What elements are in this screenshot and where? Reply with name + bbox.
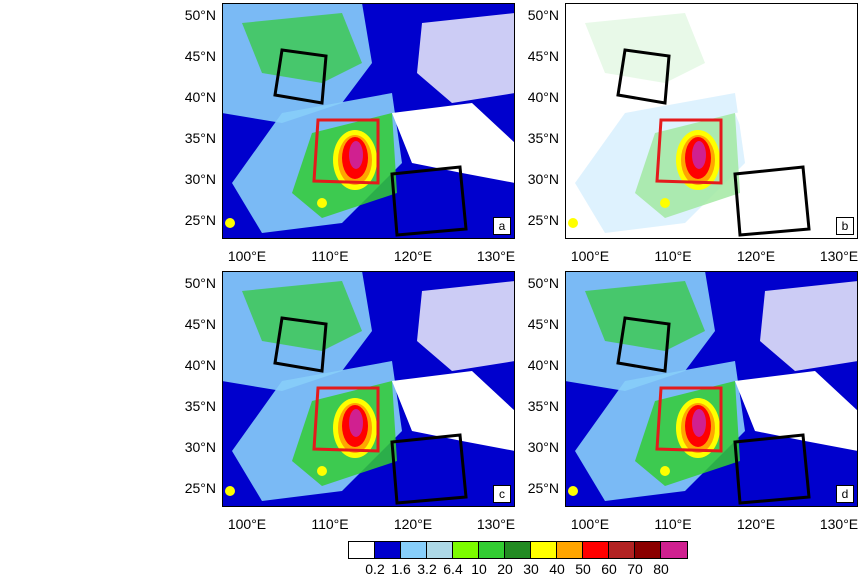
colorbar-cell bbox=[557, 542, 583, 558]
precip-spot bbox=[568, 218, 578, 228]
lon-tick-label: 100°E bbox=[560, 248, 620, 264]
lat-tick-label: 25°N bbox=[509, 480, 559, 496]
precip-map-d bbox=[565, 271, 858, 507]
lat-tick-label: 50°N bbox=[509, 7, 559, 23]
precip-spot bbox=[660, 466, 670, 476]
lon-tick-label: 130°E bbox=[809, 516, 862, 532]
precip-spot bbox=[225, 218, 235, 228]
lon-tick-label: 130°E bbox=[809, 248, 862, 264]
lat-tick-label: 30°N bbox=[166, 439, 216, 455]
lat-tick-label: 45°N bbox=[166, 316, 216, 332]
lat-tick-label: 50°N bbox=[166, 275, 216, 291]
lon-tick-label: 120°E bbox=[726, 516, 786, 532]
map-panel-b: b bbox=[565, 3, 858, 239]
precip-spot bbox=[660, 198, 670, 208]
colorbar-cell bbox=[479, 542, 505, 558]
map-panel-c: c bbox=[222, 271, 515, 507]
lat-tick-label: 30°N bbox=[509, 439, 559, 455]
precip-core-magenta bbox=[349, 409, 363, 437]
colorbar-cell bbox=[505, 542, 531, 558]
lat-tick-label: 25°N bbox=[509, 212, 559, 228]
precip-core-magenta bbox=[692, 141, 706, 169]
panel-label: d bbox=[836, 485, 854, 503]
colorbar-cell bbox=[427, 542, 453, 558]
lat-tick-label: 40°N bbox=[166, 89, 216, 105]
lat-tick-label: 25°N bbox=[166, 480, 216, 496]
lat-tick-label: 30°N bbox=[166, 171, 216, 187]
colorbar-cell bbox=[661, 542, 687, 558]
colorbar-cell bbox=[453, 542, 479, 558]
precip-core-magenta bbox=[349, 141, 363, 169]
lon-tick-label: 120°E bbox=[726, 248, 786, 264]
lon-tick-label: 130°E bbox=[466, 248, 526, 264]
colorbar-cell bbox=[583, 542, 609, 558]
lon-tick-label: 110°E bbox=[643, 248, 703, 264]
map-panel-d: d bbox=[565, 271, 858, 507]
colorbar-label: 80 bbox=[646, 561, 676, 577]
colorbar-cell bbox=[375, 542, 401, 558]
precip-map-b bbox=[565, 3, 858, 239]
lat-tick-label: 45°N bbox=[166, 48, 216, 64]
colorbar bbox=[348, 541, 688, 559]
lat-tick-label: 40°N bbox=[509, 89, 559, 105]
lon-tick-label: 100°E bbox=[217, 248, 277, 264]
lat-tick-label: 40°N bbox=[509, 357, 559, 373]
lat-tick-label: 35°N bbox=[509, 130, 559, 146]
lat-tick-label: 35°N bbox=[166, 398, 216, 414]
precip-spot bbox=[317, 198, 327, 208]
lon-tick-label: 120°E bbox=[383, 248, 443, 264]
lat-tick-label: 50°N bbox=[509, 275, 559, 291]
precip-spot bbox=[317, 466, 327, 476]
lat-tick-label: 35°N bbox=[509, 398, 559, 414]
precip-map-a bbox=[222, 3, 515, 239]
precip-spot bbox=[225, 486, 235, 496]
lat-tick-label: 40°N bbox=[166, 357, 216, 373]
precip-map-c bbox=[222, 271, 515, 507]
colorbar-cell bbox=[609, 542, 635, 558]
lon-tick-label: 110°E bbox=[643, 516, 703, 532]
lat-tick-label: 50°N bbox=[166, 7, 216, 23]
lat-tick-label: 25°N bbox=[166, 212, 216, 228]
panel-label: b bbox=[836, 217, 854, 235]
precip-core-magenta bbox=[692, 409, 706, 437]
lat-tick-label: 30°N bbox=[509, 171, 559, 187]
lat-tick-label: 45°N bbox=[509, 48, 559, 64]
lon-tick-label: 100°E bbox=[217, 516, 277, 532]
lat-tick-label: 35°N bbox=[166, 130, 216, 146]
precip-spot bbox=[568, 486, 578, 496]
lat-tick-label: 45°N bbox=[509, 316, 559, 332]
colorbar-cell bbox=[401, 542, 427, 558]
colorbar-cell bbox=[531, 542, 557, 558]
lon-tick-label: 120°E bbox=[383, 516, 443, 532]
lon-tick-label: 100°E bbox=[560, 516, 620, 532]
map-panel-a: a bbox=[222, 3, 515, 239]
colorbar-cell bbox=[349, 542, 375, 558]
lon-tick-label: 110°E bbox=[300, 248, 360, 264]
colorbar-cell bbox=[635, 542, 661, 558]
lon-tick-label: 110°E bbox=[300, 516, 360, 532]
lon-tick-label: 130°E bbox=[466, 516, 526, 532]
